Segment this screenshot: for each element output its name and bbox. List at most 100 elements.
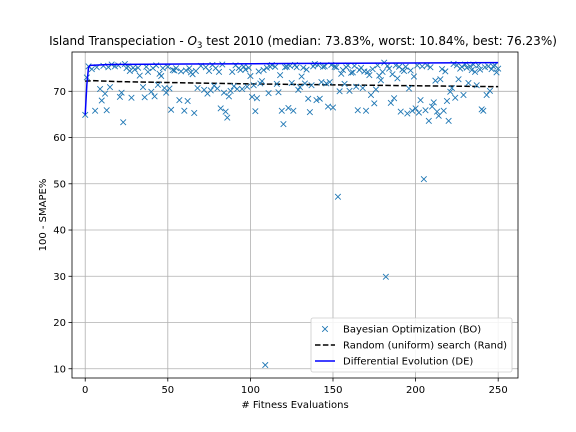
bo-point xyxy=(181,107,188,114)
bo-point xyxy=(460,91,467,99)
legend-box xyxy=(310,317,513,373)
bo-point xyxy=(255,68,262,75)
bo-point xyxy=(252,108,259,115)
bo-point xyxy=(229,68,236,76)
y-tick-label: 40 xyxy=(53,226,66,237)
bo-point xyxy=(318,78,325,86)
bo-point xyxy=(367,91,375,99)
bo-point xyxy=(319,63,327,70)
bo-point xyxy=(275,89,282,96)
bo-point xyxy=(273,80,280,88)
x-axis-label: # Fitness Evaluations xyxy=(241,400,348,411)
bo-point xyxy=(442,68,449,75)
bo-point xyxy=(258,78,266,85)
bo-point xyxy=(366,72,373,79)
bo-point xyxy=(419,63,426,70)
bo-point xyxy=(338,70,345,77)
bo-point xyxy=(245,64,252,71)
bo-point xyxy=(154,81,162,88)
bo-point xyxy=(323,80,330,87)
bo-point xyxy=(394,75,401,82)
y-tick-label: 60 xyxy=(53,133,66,144)
bo-point xyxy=(242,66,249,73)
bo-point xyxy=(298,73,305,80)
x-tick-label: 150 xyxy=(323,385,342,396)
bo-point xyxy=(334,193,342,200)
bo-point xyxy=(194,84,201,92)
bo-point xyxy=(176,96,183,104)
bo-point xyxy=(390,95,398,102)
bo-point xyxy=(186,65,193,72)
legend: Bayesian Optimization (BO) Random (unifor… xyxy=(310,317,513,373)
bo-point xyxy=(278,107,285,114)
bo-point xyxy=(427,64,434,71)
x-tick-label: 200 xyxy=(406,385,425,396)
bo-point xyxy=(341,80,348,88)
bo-point xyxy=(422,107,429,114)
de-series-line xyxy=(84,61,499,115)
grid xyxy=(72,52,518,378)
bo-point xyxy=(207,87,214,94)
bo-point xyxy=(475,62,482,69)
bo-point xyxy=(116,93,124,100)
bo-point xyxy=(313,96,320,104)
bo-point xyxy=(214,85,221,92)
bo-point xyxy=(476,66,484,73)
bo-point xyxy=(425,117,432,125)
y-tick-label: 10 xyxy=(53,364,66,375)
bo-point xyxy=(321,63,328,70)
bo-point xyxy=(184,97,191,105)
legend-label: Bayesian Optimization (BO) xyxy=(343,325,481,336)
bo-point xyxy=(384,62,391,69)
bo-point xyxy=(134,64,142,71)
bo-point xyxy=(192,67,200,75)
bo-point xyxy=(296,84,304,91)
bo-point xyxy=(466,63,474,70)
bo-point xyxy=(382,273,389,280)
bo-point xyxy=(379,68,386,76)
bo-point xyxy=(364,68,371,76)
bo-point xyxy=(239,85,246,93)
bo-point xyxy=(131,66,138,73)
bo-point xyxy=(262,361,269,369)
bo-point xyxy=(349,69,356,76)
legend-label: Differential Evolution (DE) xyxy=(343,357,473,368)
bo-point xyxy=(443,97,451,105)
bo-point xyxy=(100,62,107,69)
x-tick-label: 250 xyxy=(489,385,508,396)
bo-point xyxy=(389,71,396,78)
bo-point xyxy=(182,67,190,74)
bo-point xyxy=(400,67,408,75)
bo-point xyxy=(240,63,247,70)
plot-area xyxy=(82,59,502,369)
bo-point xyxy=(402,63,409,70)
bo-point xyxy=(490,63,497,70)
bo-point xyxy=(409,107,416,114)
bo-point xyxy=(417,96,424,104)
bo-point xyxy=(336,88,343,95)
bo-point xyxy=(353,83,360,90)
bo-point xyxy=(440,107,447,114)
bo-point xyxy=(465,79,472,87)
bo-point xyxy=(161,84,168,92)
bo-point xyxy=(148,88,155,95)
bo-point xyxy=(288,79,295,87)
x-tick-label: 0 xyxy=(82,385,88,396)
bo-point xyxy=(88,65,95,73)
bo-point xyxy=(346,87,353,94)
x-tick-label: 50 xyxy=(161,385,174,396)
bo-point xyxy=(215,68,223,76)
bo-point xyxy=(293,64,300,71)
bo-point xyxy=(103,107,110,114)
bo-point xyxy=(222,108,229,115)
bo-point xyxy=(447,88,454,95)
bo-point xyxy=(445,117,452,125)
bo-point xyxy=(158,72,165,80)
bo-point xyxy=(480,107,487,114)
y-tick-label: 70 xyxy=(53,87,66,98)
bo-point xyxy=(372,86,380,93)
bo-point xyxy=(136,72,143,79)
bo-point xyxy=(277,72,284,79)
bo-point xyxy=(96,85,104,93)
bo-point xyxy=(493,69,500,76)
